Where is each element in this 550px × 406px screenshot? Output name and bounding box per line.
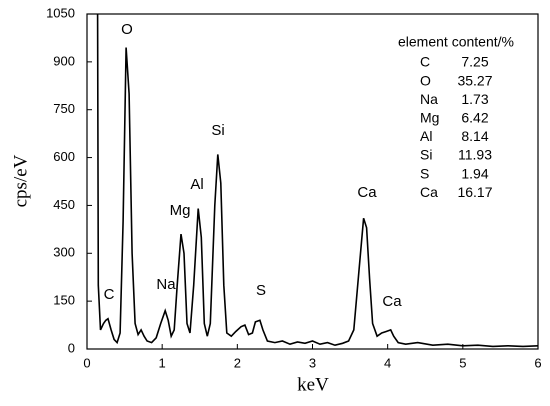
table-content: 16.17	[457, 184, 492, 200]
spectrum-line	[96, 14, 538, 348]
table-element: O	[420, 72, 431, 88]
table-content: 8.14	[461, 128, 488, 144]
x-tick-label: 0	[83, 355, 90, 370]
x-tick-label: 6	[534, 355, 541, 370]
x-tick-label: 4	[384, 355, 391, 370]
peak-label: Si	[211, 122, 224, 139]
table-header: element content/%	[398, 34, 514, 50]
y-tick-label: 1050	[46, 5, 75, 20]
table-content: 6.42	[461, 110, 488, 126]
y-tick-label: 450	[53, 197, 75, 212]
table-content: 1.73	[461, 91, 488, 107]
x-tick-label: 2	[234, 355, 241, 370]
x-tick-label: 3	[309, 355, 316, 370]
peak-label: Ca	[382, 293, 402, 310]
y-tick-label: 900	[53, 53, 75, 68]
peak-label: C	[104, 286, 115, 303]
y-axis-label: cps/eV	[10, 154, 31, 207]
table-element: Si	[420, 147, 432, 163]
table-element: Ca	[420, 184, 438, 200]
table-element: Na	[420, 91, 438, 107]
y-tick-label: 0	[68, 340, 75, 355]
peak-label: Na	[156, 276, 176, 293]
table-element: S	[420, 165, 429, 181]
peak-label: S	[256, 282, 266, 299]
table-element: Mg	[420, 110, 439, 126]
table-content: 11.93	[458, 147, 492, 163]
peak-label: Mg	[170, 202, 191, 219]
table-element: Al	[420, 128, 432, 144]
table-element: C	[420, 54, 430, 70]
table-content: 35.27	[457, 72, 492, 88]
x-axis-label: keV	[297, 374, 329, 395]
plot-area	[96, 14, 538, 348]
table-content: 1.94	[461, 165, 488, 181]
peak-label: O	[121, 21, 133, 38]
x-tick-label: 1	[159, 355, 166, 370]
peak-label: Ca	[357, 184, 377, 201]
y-tick-label: 600	[53, 149, 75, 164]
y-tick-label: 300	[53, 245, 75, 260]
x-tick-label: 5	[459, 355, 466, 370]
table-content: 7.25	[461, 54, 488, 70]
peak-label: Al	[190, 176, 203, 193]
y-tick-label: 150	[53, 293, 75, 308]
y-tick-label: 750	[53, 101, 75, 116]
